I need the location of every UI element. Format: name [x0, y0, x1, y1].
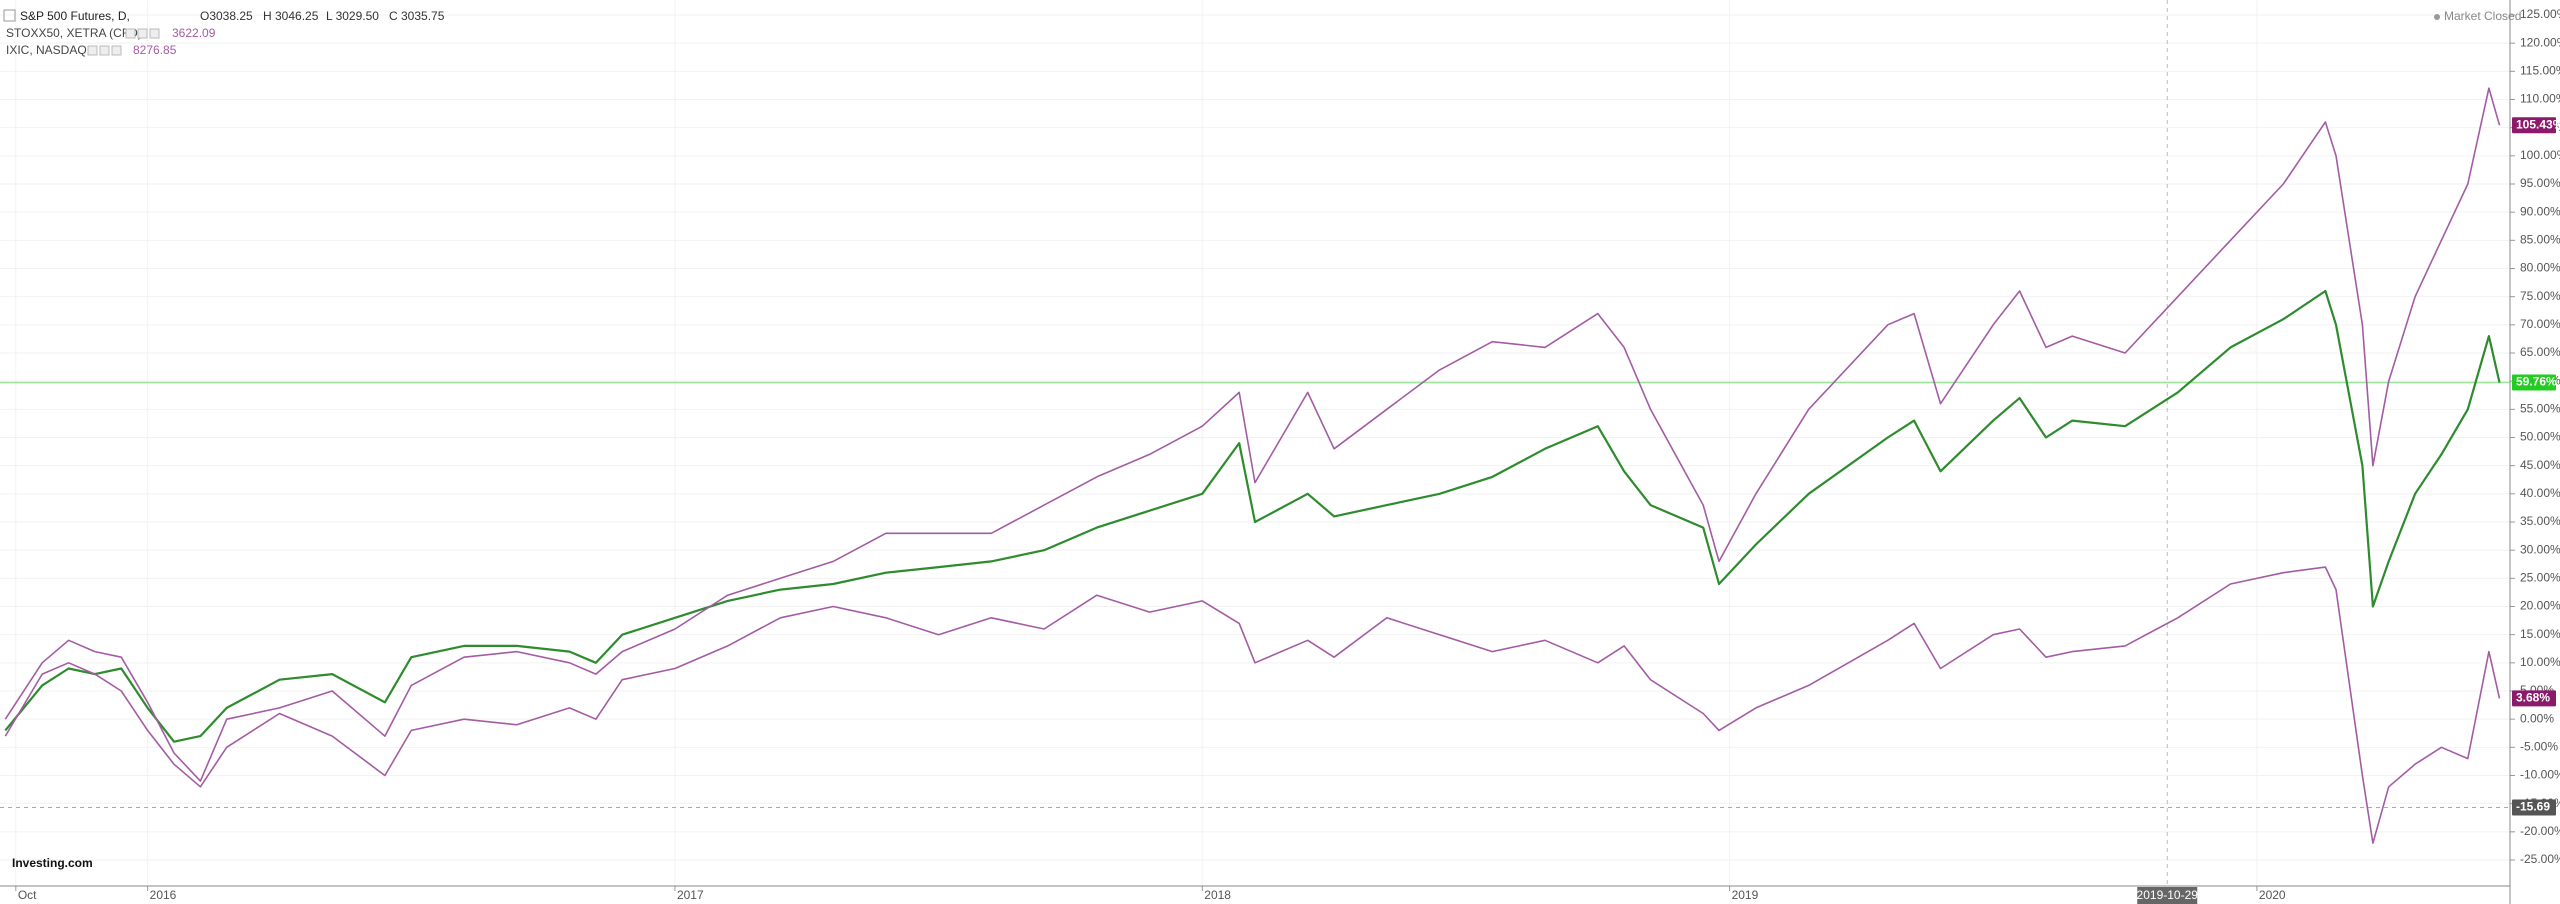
price-tag: [2512, 690, 2556, 707]
status-dot: [2434, 14, 2440, 20]
market-status: Market Closed: [2444, 9, 2521, 23]
ohlc-value: O3038.25: [200, 9, 253, 23]
y-tick-label: 125.00%: [2520, 7, 2560, 21]
y-tick-label: 100.00%: [2520, 148, 2560, 162]
y-tick-label: 70.00%: [2520, 317, 2560, 331]
y-tick-label: -10.00%: [2520, 768, 2560, 782]
price-tag-label: 3.68%: [2516, 691, 2550, 705]
ohlc-value: H 3046.25: [263, 9, 319, 23]
y-tick-label: 40.00%: [2520, 486, 2560, 500]
x-tick-label: 2020: [2259, 888, 2286, 902]
logo: Investing.com: [12, 856, 93, 870]
y-tick-label: 55.00%: [2520, 402, 2560, 416]
y-tick-label: 0.00%: [2520, 711, 2554, 725]
legend-name: STOXX50, XETRA (CFD): [6, 26, 142, 40]
ohlc-value: L 3029.50: [326, 9, 379, 23]
y-tick-label: 15.00%: [2520, 627, 2560, 641]
legend-button: [87, 45, 98, 56]
series-line: [4, 566, 2501, 844]
x-tick-label: 2019: [1732, 888, 1759, 902]
y-tick-label: 115.00%: [2520, 64, 2560, 78]
x-tick-label: Oct: [18, 888, 37, 902]
ohlc-value: C 3035.75: [389, 9, 445, 23]
y-tick-label: 75.00%: [2520, 289, 2560, 303]
y-tick-label: 35.00%: [2520, 514, 2560, 528]
price-tag-label: -15.69: [2516, 800, 2550, 814]
legend-value: 3622.09: [172, 26, 216, 40]
legend-title: S&P 500 Futures, D,: [20, 9, 130, 23]
y-tick-label: 80.00%: [2520, 261, 2560, 275]
y-tick-label: 30.00%: [2520, 542, 2560, 556]
price-tag-label: 59.76%: [2516, 375, 2557, 389]
crosshair-label-box: [2137, 887, 2198, 904]
y-tick-label: 25.00%: [2520, 571, 2560, 585]
y-tick-label: -20.00%: [2520, 824, 2560, 838]
crosshair-label: 2019-10-29: [2137, 888, 2199, 902]
x-tick-label: 2018: [1204, 888, 1231, 902]
series-line: [4, 87, 2501, 782]
x-tick-label: 2017: [677, 888, 704, 902]
y-tick-label: -5.00%: [2520, 740, 2558, 754]
price-tag: [2512, 117, 2556, 134]
price-tag-label: 105.43%: [2516, 117, 2560, 131]
y-tick-label: 85.00%: [2520, 233, 2560, 247]
legend-name: IXIC, NASDAQ: [6, 43, 87, 57]
y-tick-label: -25.00%: [2520, 852, 2560, 866]
price-tag: [2512, 799, 2556, 816]
legend-button: [99, 45, 110, 56]
y-tick-label: 110.00%: [2520, 92, 2560, 106]
legend-button: [111, 45, 122, 56]
x-tick-label: 2016: [150, 888, 177, 902]
y-tick-label: 10.00%: [2520, 655, 2560, 669]
legend-button: [125, 28, 136, 39]
y-tick-label: 120.00%: [2520, 35, 2560, 49]
legend-value: 8276.85: [133, 43, 177, 57]
legend-icon: [3, 9, 16, 22]
series-line: [4, 289, 2501, 743]
y-tick-label: 65.00%: [2520, 345, 2560, 359]
y-tick-label: 20.00%: [2520, 599, 2560, 613]
y-tick-label: 50.00%: [2520, 430, 2560, 444]
legend-button: [149, 28, 160, 39]
legend-button: [137, 28, 148, 39]
y-tick-label: 95.00%: [2520, 176, 2560, 190]
y-tick-label: 90.00%: [2520, 204, 2560, 218]
price-tag: [2512, 374, 2556, 391]
y-tick-label: 45.00%: [2520, 458, 2560, 472]
